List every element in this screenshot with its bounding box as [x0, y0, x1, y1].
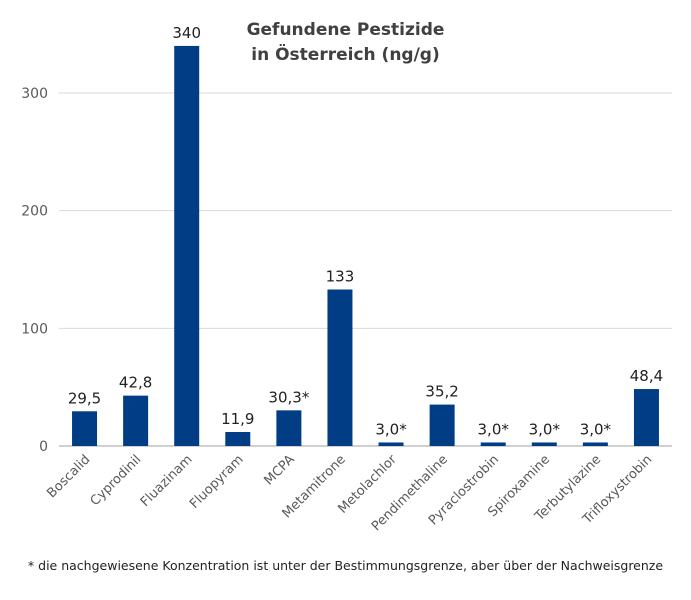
data-label: 3,0*	[375, 420, 407, 438]
data-label: 30,3*	[268, 388, 309, 406]
title-line-1: Gefundene Pestizide	[246, 20, 445, 40]
x-tick-label: MCPA	[261, 452, 297, 488]
bar	[174, 45, 200, 446]
y-tick-label: 0	[39, 439, 48, 455]
bar	[276, 410, 302, 446]
bar	[582, 442, 608, 446]
data-label: 42,8	[119, 374, 152, 392]
data-label: 11,9	[221, 410, 254, 428]
y-tick-label: 200	[21, 204, 48, 220]
chart-title: Gefundene Pestizide in Österreich (ng/g)	[0, 18, 691, 68]
data-label: 3,0*	[478, 420, 510, 438]
data-label: 3,0*	[580, 420, 612, 438]
data-label: 29,5	[68, 389, 101, 407]
data-label: 35,2	[425, 383, 458, 401]
bar	[429, 404, 455, 446]
title-line-2: in Österreich (ng/g)	[251, 45, 440, 65]
bar	[378, 442, 404, 446]
data-label: 340	[172, 24, 201, 42]
bar	[633, 389, 659, 446]
y-tick-label: 300	[21, 86, 48, 102]
data-label: 3,0*	[529, 420, 561, 438]
bar	[72, 411, 98, 446]
footnote: * die nachgewiesene Konzentration ist un…	[27, 558, 664, 573]
bar	[327, 289, 353, 446]
x-tick-label: Fluopyram	[187, 452, 247, 512]
x-tick-label: Boscalid	[44, 452, 93, 501]
bar	[531, 442, 557, 446]
data-label: 48,4	[630, 367, 663, 385]
x-tick-label: Cyprodinil	[88, 452, 145, 509]
data-label: 133	[326, 268, 355, 286]
bar	[123, 395, 149, 446]
bar	[225, 431, 251, 446]
bar	[480, 442, 506, 446]
y-tick-label: 100	[21, 321, 48, 337]
